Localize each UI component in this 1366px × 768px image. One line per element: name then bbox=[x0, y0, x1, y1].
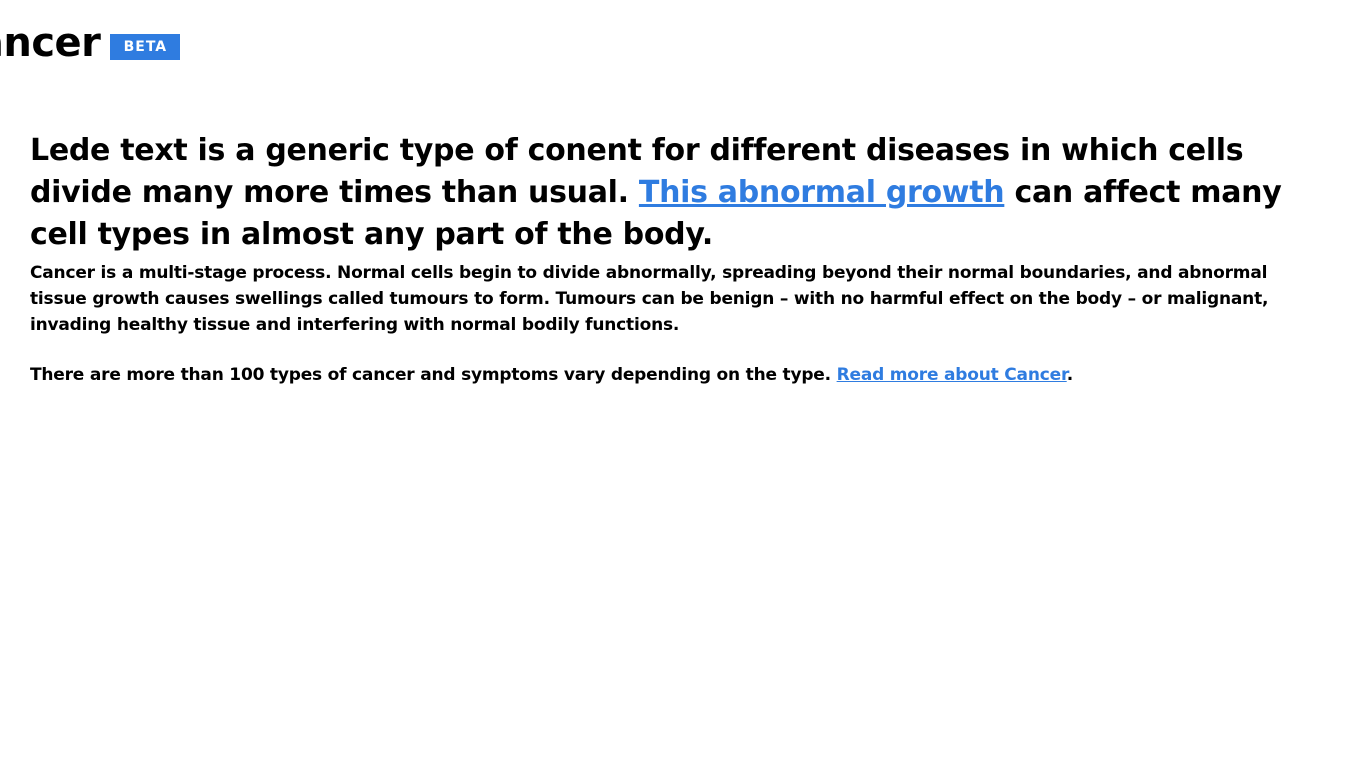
beta-badge: BETA bbox=[110, 34, 181, 60]
lede-paragraph: Lede text is a generic type of conent fo… bbox=[30, 130, 1320, 256]
page-header: Cancer BETA bbox=[0, 18, 181, 68]
body-paragraph-1: Cancer is a multi-stage process. Normal … bbox=[30, 263, 1269, 335]
page-title: Cancer bbox=[0, 20, 101, 66]
body-paragraph-2: There are more than 100 types of cancer … bbox=[30, 362, 1320, 388]
lede-text-start: Lede text is a generic type of conent fo… bbox=[30, 133, 1244, 210]
body-paragraph-2-end: . bbox=[1066, 365, 1073, 385]
read-more-link[interactable]: Read more about Cancer bbox=[836, 365, 1067, 385]
abnormal-growth-link[interactable]: This abnormal growth bbox=[638, 175, 1005, 210]
main-content: Lede text is a generic type of conent fo… bbox=[30, 130, 1320, 388]
body-paragraph-2-text: There are more than 100 types of cancer … bbox=[30, 365, 837, 385]
lede-text-end: can affect many cell types in almost any… bbox=[30, 175, 1282, 252]
